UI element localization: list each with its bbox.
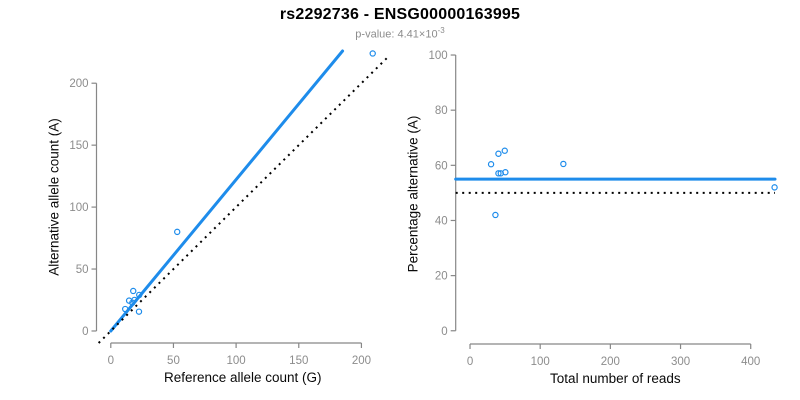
data-point bbox=[121, 305, 129, 313]
data-point bbox=[131, 296, 138, 304]
y-tick-label: 100 bbox=[429, 50, 448, 62]
x-tick-label: 0 bbox=[108, 355, 114, 367]
fit-line bbox=[109, 49, 345, 333]
y-tick-label: 0 bbox=[441, 326, 447, 338]
data-point bbox=[495, 170, 502, 177]
pvalue-exponent: -3 bbox=[437, 26, 445, 35]
y-tick-label: 50 bbox=[76, 264, 89, 276]
x-tick-label: 400 bbox=[741, 356, 760, 368]
chart-title: rs2292736 - ENSG00000163995 bbox=[279, 6, 521, 23]
data-point bbox=[560, 160, 567, 168]
y-tick-label: 80 bbox=[435, 105, 448, 117]
data-point bbox=[130, 287, 137, 295]
y-tick-label: 0 bbox=[82, 326, 88, 338]
x-axis-title: Reference allele count (G) bbox=[164, 370, 322, 385]
x-tick-label: 100 bbox=[531, 356, 550, 368]
y-tick-label: 200 bbox=[69, 78, 88, 90]
y-axis-title: Percentage alternative (A) bbox=[406, 116, 421, 273]
y-tick-label: 150 bbox=[69, 140, 88, 152]
data-point bbox=[501, 147, 508, 154]
x-tick-label: 150 bbox=[289, 355, 308, 367]
left-plot: 0 50 100 150 200 0 50 100 150 200 Reference allele… bbox=[47, 49, 390, 385]
x-tick-label: 300 bbox=[671, 356, 690, 368]
data-point bbox=[136, 291, 143, 299]
x-tick-label: 200 bbox=[601, 356, 620, 368]
x-tick-label: 100 bbox=[227, 355, 246, 367]
x-tick-label: 50 bbox=[167, 355, 180, 367]
y-tick-label: 100 bbox=[69, 202, 88, 214]
y-axis-title: Alternative allele count (A) bbox=[47, 118, 62, 276]
chart-subtitle: p-value: 4.41×10-3 bbox=[0, 26, 800, 41]
data-point bbox=[369, 50, 376, 57]
data-point bbox=[495, 150, 502, 157]
x-axis-title: Total number of reads bbox=[550, 371, 681, 386]
data-point bbox=[771, 184, 778, 191]
identity-line bbox=[97, 55, 390, 344]
data-point bbox=[502, 169, 509, 176]
data-point bbox=[135, 308, 143, 315]
data-point bbox=[492, 211, 499, 219]
y-tick-label: 20 bbox=[435, 271, 448, 283]
y-tick-label: 60 bbox=[435, 160, 448, 172]
pvalue-text: p-value: 4.41×10 bbox=[355, 28, 438, 41]
data-point bbox=[487, 161, 495, 168]
y-tick-label: 40 bbox=[435, 215, 448, 227]
data-point bbox=[174, 228, 181, 236]
x-tick-label: 0 bbox=[467, 356, 473, 368]
x-tick-label: 200 bbox=[352, 355, 371, 367]
